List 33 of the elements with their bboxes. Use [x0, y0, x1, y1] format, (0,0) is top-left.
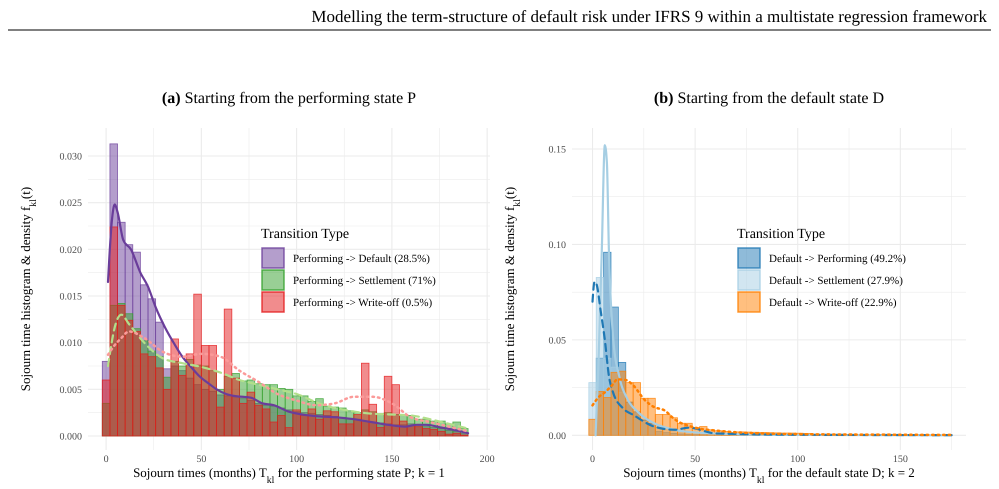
chart-title: (b) Starting from the default state D: [654, 90, 884, 107]
y-tick-label: 0.000: [60, 432, 82, 442]
legend-label: Performing -> Default (28.5%): [293, 253, 430, 265]
y-tick-label: 0.00: [548, 430, 566, 442]
legend-label: Default -> Performing (49.2%): [769, 253, 906, 265]
y-tick-label: 0.020: [60, 244, 82, 256]
x-tick-label: 0: [590, 454, 596, 465]
x-tick-label: 200: [480, 454, 495, 465]
legend-title: Transition Type: [261, 227, 350, 242]
y-tick-label: 0.025: [60, 198, 82, 210]
legend-label: Default -> Settlement (27.9%): [769, 275, 904, 287]
legend-label: Performing -> Settlement (71%): [293, 275, 436, 287]
x-tick-label: 100: [289, 454, 304, 465]
legend-label: Performing -> Write-off (0.5%): [293, 297, 432, 309]
x-tick-label: 50: [690, 454, 700, 465]
x-tick-label: 0: [104, 454, 109, 465]
chart-title: (a) Starting from the performing state P: [162, 90, 416, 107]
legend-label: Default -> Write-off (22.9%): [769, 297, 897, 309]
x-tick-label: 100: [790, 454, 806, 465]
y-tick-label: 0.15: [548, 144, 566, 156]
x-axis-title: Sojourn times (months) T$_{kl}$ for the default state D; k = 2: [623, 465, 915, 486]
text: Modelling the term-structure of default risk under IFRS 9 within a multistate regression framework: [311, 7, 988, 26]
y-tick-label: 0.10: [548, 240, 566, 251]
legend-title: Transition Type: [737, 227, 826, 242]
y-tick-label: 0.05: [548, 335, 566, 346]
y-tick-label: 0.030: [60, 152, 82, 162]
y-tick-label: 0.015: [60, 292, 82, 302]
y-tick-label: 0.010: [60, 338, 82, 350]
x-tick-label: 50: [196, 454, 206, 465]
y-tick-label: 0.005: [60, 384, 82, 396]
x-axis-title: Sojourn times (months) T$_{kl}$ for the performing state P; k = 1: [133, 465, 445, 486]
x-tick-label: 150: [384, 454, 400, 465]
x-tick-label: 150: [892, 454, 908, 465]
